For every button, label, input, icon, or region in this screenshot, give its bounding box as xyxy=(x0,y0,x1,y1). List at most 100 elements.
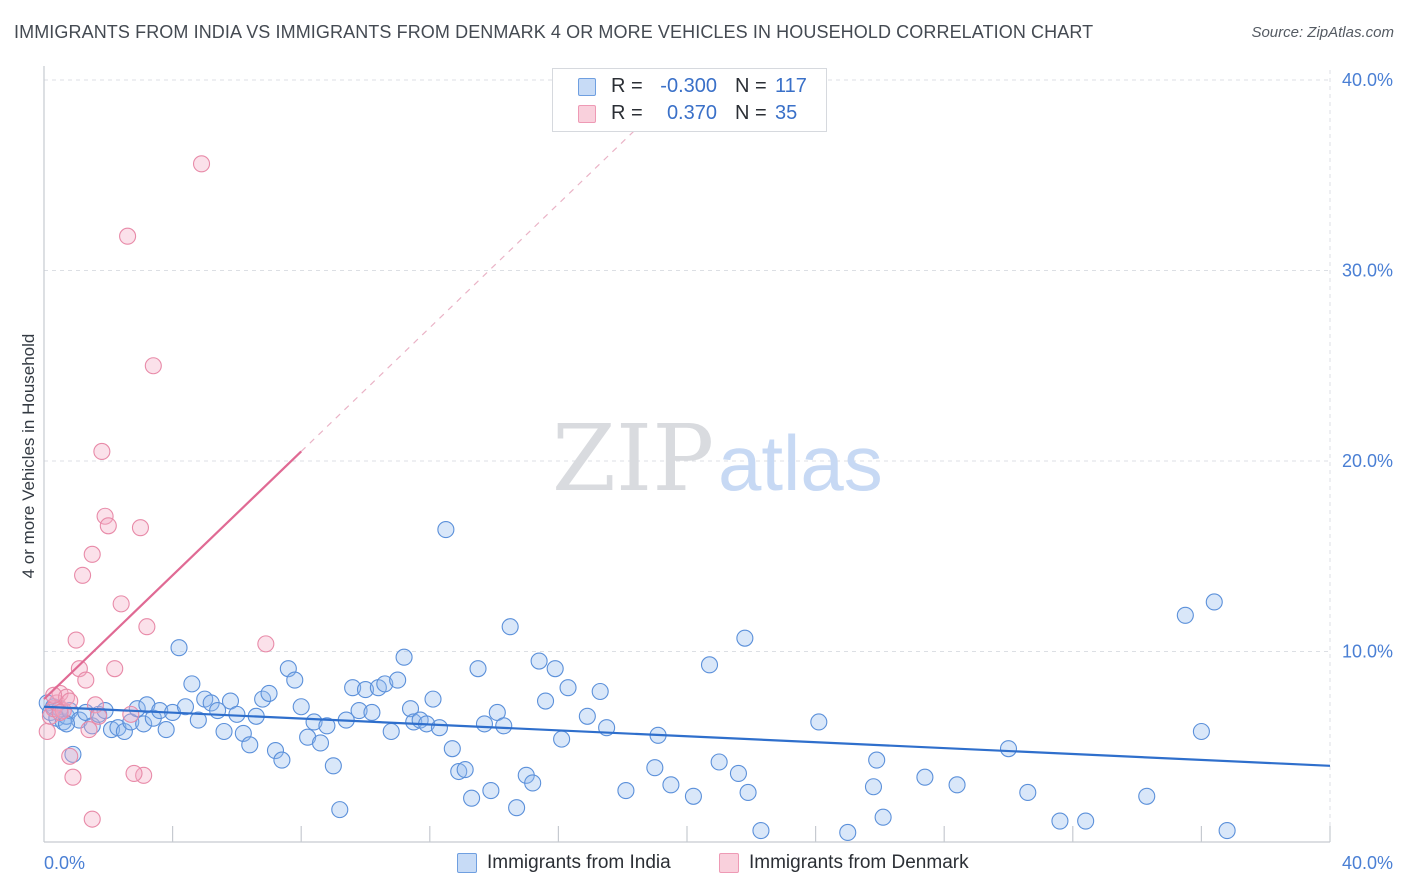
india-point xyxy=(646,759,664,777)
india-point xyxy=(1205,593,1223,611)
india-point xyxy=(176,698,195,716)
india-point xyxy=(183,675,201,693)
y-tick-label: 30.0% xyxy=(1342,261,1393,281)
india-point xyxy=(437,521,455,539)
india-point xyxy=(286,671,304,689)
india-point xyxy=(430,719,448,737)
india-point xyxy=(578,707,596,725)
india-point xyxy=(189,711,207,729)
india-point xyxy=(482,782,500,800)
india-point xyxy=(292,698,310,716)
x-tick-label: 40.0% xyxy=(1342,853,1393,873)
india-point xyxy=(376,675,394,693)
india-point xyxy=(331,801,349,819)
n-value: 35 xyxy=(775,102,798,124)
india-point xyxy=(266,742,285,760)
y-tick-label: 20.0% xyxy=(1342,451,1393,471)
india-point xyxy=(839,823,857,842)
india-point xyxy=(700,656,719,674)
india-point xyxy=(559,679,577,697)
india-point xyxy=(443,740,461,758)
denmark-point xyxy=(61,692,79,710)
denmark-point xyxy=(138,618,156,636)
legend-row-denmark: R = 0.370 N = 35 xyxy=(553,100,826,128)
denmark-point xyxy=(61,747,79,765)
india-point xyxy=(395,648,413,666)
watermark-zip: ZIP xyxy=(552,405,714,512)
india-point xyxy=(1176,606,1194,624)
denmark-trend-line xyxy=(43,450,302,700)
india-point xyxy=(999,740,1018,758)
denmark-point xyxy=(93,442,111,461)
india-point xyxy=(1051,812,1069,830)
chart-title: IMMIGRANTS FROM INDIA VS IMMIGRANTS FROM… xyxy=(14,22,1094,42)
india-point xyxy=(102,721,121,739)
india-point xyxy=(241,736,259,754)
india-point xyxy=(157,721,175,739)
denmark-point xyxy=(74,566,92,584)
india-point xyxy=(401,700,420,718)
source-label: Source: ZipAtlas.com xyxy=(1251,24,1394,41)
denmark-trend-extension xyxy=(300,126,640,452)
india-point xyxy=(356,681,375,699)
india-point xyxy=(729,764,747,782)
india-point xyxy=(344,679,362,697)
n-label: N = xyxy=(735,75,767,97)
denmark-point xyxy=(122,705,140,723)
r-label: R = xyxy=(611,102,643,124)
legend-label-denmark: Immigrants from Denmark xyxy=(749,852,969,873)
y-axis-label: 4 or more Vehicles in Household xyxy=(19,334,38,579)
axes xyxy=(43,66,1331,843)
watermark-atlas: atlas xyxy=(718,419,883,507)
india-point xyxy=(350,702,368,720)
india-point xyxy=(864,778,883,796)
legend-swatch-india xyxy=(578,78,596,96)
india-point xyxy=(739,783,757,802)
denmark-points xyxy=(38,155,275,828)
india-point xyxy=(450,762,468,781)
india-point xyxy=(115,722,133,741)
legend-swatch-india xyxy=(457,853,477,873)
india-points xyxy=(38,521,1236,842)
denmark-point xyxy=(112,595,130,613)
india-point xyxy=(530,652,548,670)
legend-row-india: R = -0.300 N = 117 xyxy=(553,73,826,101)
denmark-point xyxy=(99,517,117,535)
india-point xyxy=(916,768,934,786)
denmark-point xyxy=(90,707,108,725)
india-point xyxy=(1138,787,1156,805)
india-point xyxy=(424,690,442,708)
denmark-point xyxy=(67,631,85,649)
n-label: N = xyxy=(735,102,767,124)
denmark-point xyxy=(38,722,56,741)
india-point xyxy=(810,713,828,731)
india-point xyxy=(170,639,188,657)
india-point xyxy=(382,722,400,741)
denmark-point xyxy=(257,635,275,653)
denmark-point xyxy=(192,155,211,173)
india-point xyxy=(273,751,291,769)
india-point xyxy=(151,702,169,720)
india-point xyxy=(456,761,474,779)
denmark-point xyxy=(80,721,98,739)
india-point xyxy=(868,751,886,769)
india-point xyxy=(260,684,278,702)
india-point xyxy=(874,808,892,826)
india-point xyxy=(662,776,680,794)
india-point xyxy=(752,822,770,840)
india-point xyxy=(948,776,966,794)
india-point xyxy=(710,753,728,771)
india-point xyxy=(553,730,571,748)
denmark-point xyxy=(83,810,101,828)
denmark-point xyxy=(83,545,101,563)
tick-labels: 10.0% 20.0% 30.0% 40.0% 0.0% 40.0% xyxy=(44,70,1393,873)
denmark-point xyxy=(119,227,137,245)
india-point xyxy=(546,660,564,678)
india-point xyxy=(508,799,526,817)
r-label: R = xyxy=(611,75,643,97)
legend-swatch-denmark xyxy=(578,105,596,123)
y-tick-label: 10.0% xyxy=(1342,642,1393,662)
india-point xyxy=(463,789,481,807)
india-point xyxy=(128,700,146,718)
